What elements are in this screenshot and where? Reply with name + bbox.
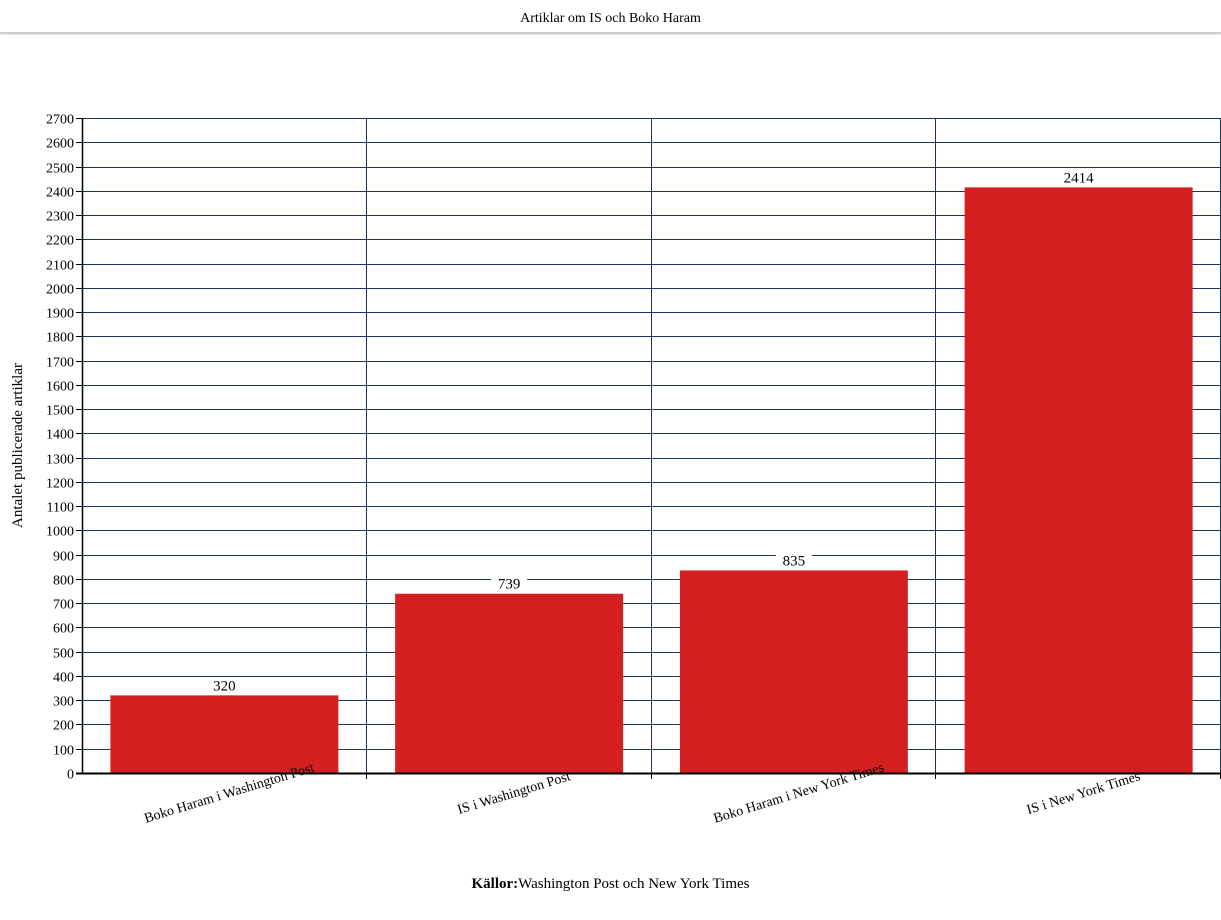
value-label-bg [1060, 170, 1097, 187]
bar [679, 570, 908, 773]
source-label: Källor: [471, 876, 519, 892]
axes-group [76, 118, 1221, 779]
chart-title: Artiklar om IS och Boko Haram [520, 11, 701, 26]
y-tick-label: 1100 [47, 501, 74, 516]
y-tick-label: 100 [53, 744, 74, 759]
y-tick-label: 400 [53, 671, 74, 686]
y-tick-label: 1700 [46, 356, 74, 371]
y-tick-label: 1000 [46, 525, 74, 540]
y-tick-label: 2500 [46, 162, 74, 177]
source-note: Källor:Washington Post och New York Time… [0, 876, 1221, 893]
y-tick-label: 2200 [46, 234, 74, 249]
y-tick-label: 1900 [46, 307, 74, 322]
bar [964, 187, 1193, 774]
value-label-bg [206, 678, 243, 695]
x-tick-label: IS i Washington Post [456, 769, 573, 818]
y-tick-label: 2700 [46, 113, 74, 128]
value-label-bg [775, 553, 812, 570]
y-tick-label: 0 [67, 768, 74, 783]
value-label: 2414 [1064, 170, 1095, 186]
y-tick-label: 1600 [46, 380, 74, 395]
value-label: 320 [213, 678, 236, 694]
value-label-bg [491, 576, 528, 593]
y-axis-title: Antalet publicerade artiklar [10, 363, 26, 528]
value-label: 739 [498, 577, 521, 593]
y-tick-label: 1200 [46, 477, 74, 492]
y-tick-label: 1300 [46, 453, 74, 468]
y-tick-label: 600 [53, 622, 74, 637]
y-tick-label: 900 [53, 550, 74, 565]
title-bar: Artiklar om IS och Boko Haram [0, 0, 1221, 34]
y-tick-label: 700 [53, 598, 74, 613]
y-tick-label: 1400 [46, 428, 74, 443]
bar [110, 695, 339, 773]
y-tick-label: 2100 [46, 259, 74, 274]
y-tick-label: 300 [53, 695, 74, 710]
y-tick-label: 2000 [46, 283, 74, 298]
y-tick-label: 2400 [46, 186, 74, 201]
y-tick-label: 200 [53, 719, 74, 734]
y-tick-label: 1800 [46, 331, 74, 346]
y-tick-label: 800 [53, 574, 74, 589]
value-label: 835 [783, 553, 806, 569]
x-tick-label: IS i New York Times [1025, 769, 1142, 818]
source-text: Washington Post och New York Times [518, 876, 750, 892]
bars-group [110, 187, 1193, 774]
y-tick-label: 500 [53, 647, 74, 662]
bar [395, 593, 624, 773]
y-tick-label: 2300 [46, 210, 74, 225]
y-tick-label: 2600 [46, 137, 74, 152]
y-tick-label: 1500 [46, 404, 74, 419]
